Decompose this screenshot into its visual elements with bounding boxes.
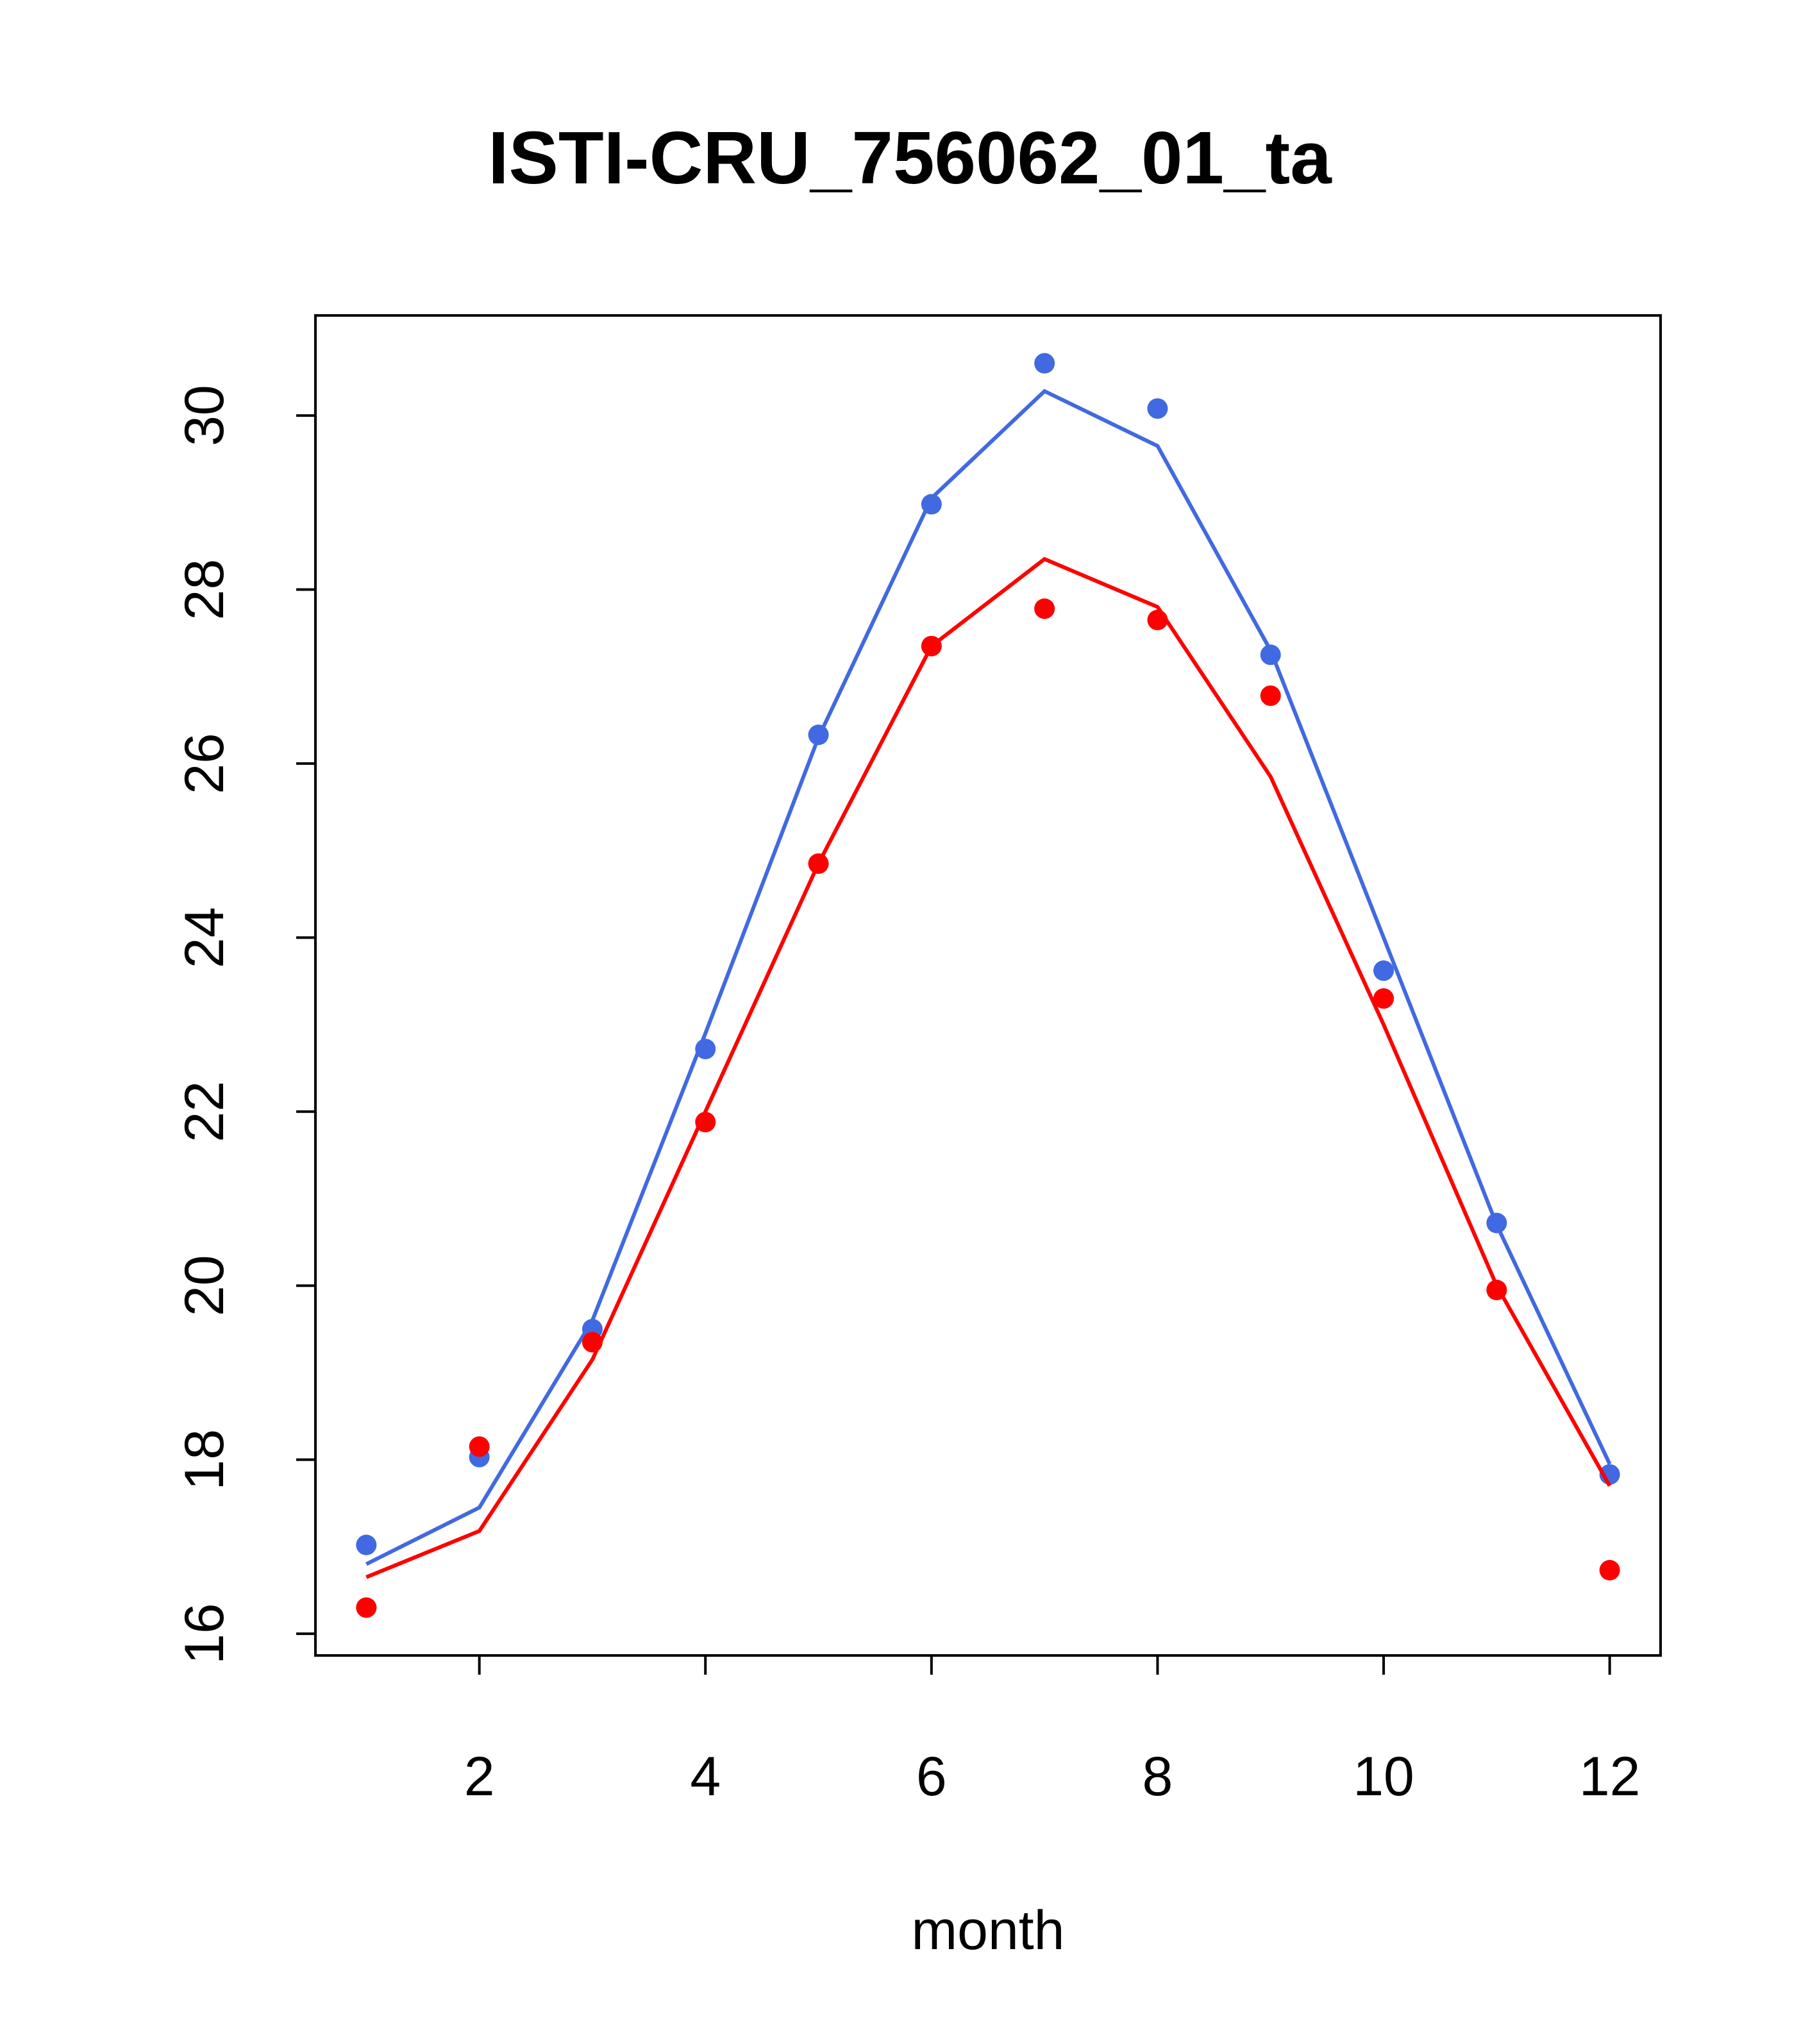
y-tick-label: 20: [174, 1255, 235, 1316]
y-tick-label: 22: [174, 1081, 235, 1143]
y-tick-label: 24: [174, 907, 235, 969]
series-line: [365, 389, 1612, 1566]
series-2: [356, 557, 1620, 1618]
y-tick-label: 26: [174, 733, 235, 794]
data-point: [1486, 1212, 1507, 1234]
x-tick-label: 2: [464, 1746, 495, 1807]
data-point: [582, 1332, 603, 1353]
plot-frame: [314, 314, 1662, 1657]
series-layer: [356, 353, 1620, 1618]
data-point: [695, 1039, 716, 1060]
data-point: [921, 494, 942, 515]
data-point: [356, 1534, 377, 1555]
data-point: [1147, 398, 1168, 419]
data-point: [695, 1112, 716, 1133]
data-point: [1260, 685, 1281, 707]
data-point: [808, 853, 829, 874]
data-point: [1373, 988, 1394, 1009]
data-point: [1147, 610, 1168, 630]
x-tick-label: 10: [1353, 1746, 1414, 1807]
data-point: [1034, 353, 1055, 374]
x-axis: 2 4 6 8 10 12: [464, 1654, 1641, 1807]
series-line: [365, 557, 1612, 1579]
y-axis: 16 18 20 22 24 26 28 30: [174, 385, 317, 1664]
data-point: [921, 635, 942, 657]
data-point: [808, 725, 829, 746]
data-point: [356, 1597, 377, 1618]
data-point: [1486, 1280, 1507, 1300]
data-point: [1373, 960, 1394, 981]
x-tick-label: 4: [690, 1746, 721, 1807]
y-tick-label: 16: [174, 1603, 235, 1664]
x-tick-label: 8: [1143, 1746, 1173, 1807]
y-tick-label: 30: [174, 385, 235, 446]
chart-title: ISTI-CRU_756062_01_ta: [488, 116, 1332, 199]
data-point: [1260, 644, 1281, 666]
data-point: [1034, 598, 1055, 619]
x-tick-label: 6: [916, 1746, 947, 1807]
y-tick-label: 18: [174, 1429, 235, 1491]
data-point: [469, 1436, 490, 1457]
data-point: [1599, 1560, 1620, 1580]
series-1: [356, 353, 1620, 1566]
y-tick-label: 28: [174, 559, 235, 621]
x-axis-title: month: [911, 1900, 1064, 1961]
x-tick-label: 12: [1579, 1746, 1641, 1807]
